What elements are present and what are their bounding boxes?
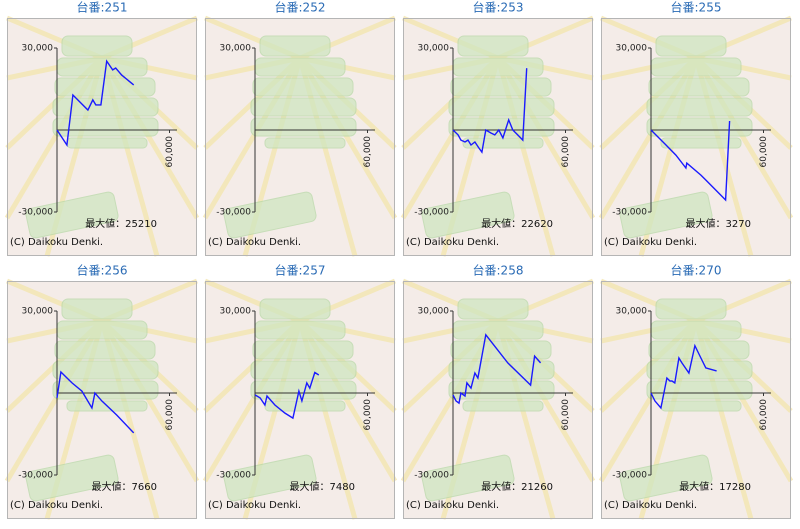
y-tick-label: 30,000: [220, 44, 252, 54]
y-tick-label: -30,000: [18, 208, 53, 218]
chart-panel: 台番:256 30,000 -30,000 60,000 最大値：7660 (C) Dai…: [7, 263, 197, 520]
y-tick-label: 30,000: [418, 307, 450, 317]
copyright: (C) Daikoku Denki.: [208, 237, 301, 248]
chart-panel: 台番:257 30,000 -30,000 60,000 最大値：7480 (C) Dai…: [205, 263, 395, 520]
chart-panel: 台番:253 30,000 -30,000 60,000 最大値：22620 (C) Da…: [403, 0, 593, 256]
copyright: (C) Daikoku Denki.: [208, 500, 301, 511]
chart-title: 台番:256: [77, 263, 128, 278]
max-value-label: 最大値：7660: [92, 480, 157, 493]
chart-panel: 台番:270 30,000 -30,000 60,000 最大値：17280 (C) Da…: [601, 263, 791, 520]
chart-title: 台番:270: [671, 263, 722, 278]
copyright: (C) Daikoku Denki.: [10, 237, 103, 248]
chart-panel: 台番:258 30,000 -30,000 60,000 最大値：21260 (C) Da…: [403, 263, 593, 520]
data-line: [650, 343, 717, 410]
panel-border: [601, 18, 791, 256]
chart-panel: 台番:251 30,000 -30,000 60,000 最大値：25210 (C) Da…: [7, 0, 197, 256]
max-value-label: 最大値：21260: [481, 480, 553, 493]
max-value-label: 最大値：3270: [686, 217, 751, 230]
y-tick-label: -30,000: [612, 471, 647, 481]
chart-panel: 台番:255 30,000 -30,000 60,000 最大値：3270 (C) Dai…: [601, 0, 791, 256]
y-tick-label: -30,000: [18, 471, 53, 481]
y-tick-label: 30,000: [418, 44, 450, 54]
copyright: (C) Daikoku Denki.: [604, 237, 697, 248]
data-line: [56, 59, 135, 147]
panel-border: [403, 18, 593, 256]
copyright: (C) Daikoku Denki.: [406, 500, 499, 511]
chart-title: 台番:251: [77, 0, 128, 15]
y-tick-label: 30,000: [220, 307, 252, 317]
panel-border: [7, 281, 197, 519]
y-tick-label: 30,000: [22, 307, 54, 317]
data-line: [254, 371, 320, 420]
chart-title: 台番:258: [473, 263, 524, 278]
panel-border: [601, 281, 791, 519]
y-tick-label: -30,000: [216, 208, 251, 218]
max-value-label: 最大値：22620: [481, 217, 553, 230]
chart-title: 台番:257: [275, 263, 326, 278]
x-tick-label: 60,000: [759, 136, 769, 168]
chart-panel: 台番:252 30,000 -30,000 60,000 (C) Daikoku Den…: [205, 0, 395, 256]
y-tick-label: 30,000: [616, 307, 648, 317]
y-tick-label: -30,000: [414, 471, 449, 481]
data-line: [452, 333, 542, 405]
copyright: (C) Daikoku Denki.: [406, 237, 499, 248]
data-line: [452, 68, 528, 154]
x-tick-label: 60,000: [561, 136, 571, 168]
max-value-label: 最大値：25210: [85, 217, 157, 230]
chart-title: 台番:253: [473, 0, 524, 15]
x-tick-label: 60,000: [561, 399, 571, 431]
panel-border: [205, 18, 395, 256]
y-tick-label: -30,000: [414, 208, 449, 218]
panel-border: [205, 281, 395, 519]
panel-border: [403, 281, 593, 519]
x-tick-label: 60,000: [165, 399, 175, 431]
x-tick-label: 60,000: [759, 399, 769, 431]
copyright: (C) Daikoku Denki.: [604, 500, 697, 511]
chart-title: 台番:252: [275, 0, 326, 15]
max-value-label: 最大値：17280: [679, 480, 751, 493]
data-line: [56, 370, 135, 434]
x-tick-label: 60,000: [165, 136, 175, 168]
y-tick-label: 30,000: [616, 44, 648, 54]
x-tick-label: 60,000: [363, 399, 373, 431]
panel-border: [7, 18, 197, 256]
y-tick-label: -30,000: [612, 208, 647, 218]
x-tick-label: 60,000: [363, 136, 373, 168]
copyright: (C) Daikoku Denki.: [10, 500, 103, 511]
y-tick-label: -30,000: [216, 471, 251, 481]
y-tick-label: 30,000: [22, 44, 54, 54]
data-line: [650, 120, 731, 202]
chart-title: 台番:255: [671, 0, 722, 15]
max-value-label: 最大値：7480: [290, 480, 355, 493]
